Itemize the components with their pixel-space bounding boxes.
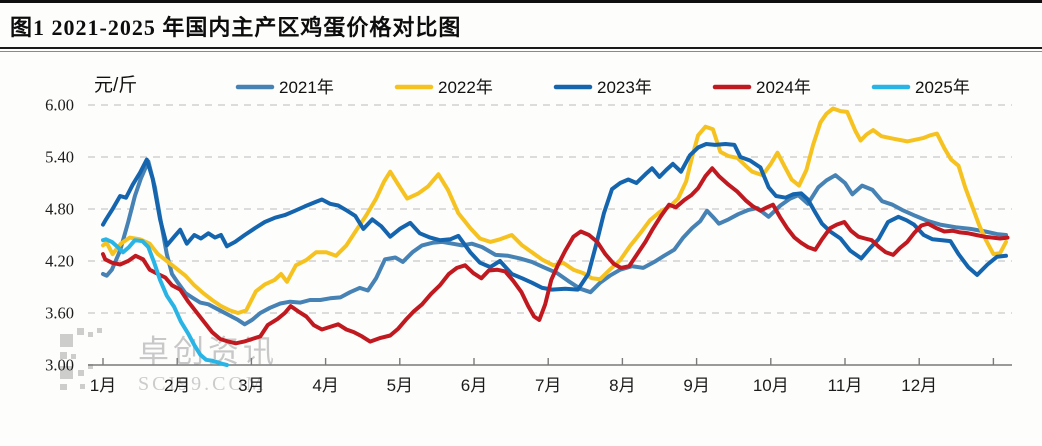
legend-label-2024年: 2024年 <box>756 78 811 97</box>
legend-item-2024年: 2024年 <box>712 78 811 97</box>
y-axis-unit-label: 元/斤 <box>94 75 138 96</box>
x-axis-month-label: 1月 <box>90 376 116 395</box>
x-axis-month-label: 10月 <box>753 376 789 395</box>
x-axis-month-label: 6月 <box>461 376 487 395</box>
x-axis-month-label: 4月 <box>312 376 338 395</box>
legend-label-2022年: 2022年 <box>438 78 493 97</box>
price-line-chart: 6.00 5.40 4.80 4.20 3.60 3.00 1月 2月 3月 4月 5月 6月 7月 8月… <box>45 78 1012 395</box>
legend-label-2023年: 2023年 <box>597 78 652 97</box>
legend-item-2022年: 2022年 <box>394 78 493 97</box>
x-axis-month-label: 3月 <box>238 376 264 395</box>
y-axis-tick-label: 6.00 <box>45 96 74 115</box>
series-line-2022年 <box>101 106 1008 315</box>
legend-item-2023年: 2023年 <box>553 78 652 97</box>
x-axis-month-label: 7月 <box>535 376 561 395</box>
legend-label-2025年: 2025年 <box>915 78 970 97</box>
y-axis-tick-label: 5.40 <box>45 148 74 167</box>
legend-item-2025年: 2025年 <box>871 78 970 97</box>
legend-label-2021年: 2021年 <box>279 78 334 97</box>
series-line-2021年 <box>101 159 1008 327</box>
watermark-domain: SCI99.COM <box>138 373 267 395</box>
x-axis-month-label: 2月 <box>164 376 190 395</box>
y-axis-tick-label: 4.20 <box>45 252 74 271</box>
x-axis-month-label: 8月 <box>609 376 635 395</box>
watermark-qr-icon <box>60 328 102 390</box>
series-line-2023年 <box>101 142 1008 292</box>
x-axis-month-label: 12月 <box>901 376 937 395</box>
y-axis-tick-label: 3.60 <box>45 304 74 323</box>
title-underline-thick <box>0 47 1042 49</box>
page-title: 图1 2021-2025 年国内主产区鸡蛋价格对比图 <box>10 15 462 40</box>
x-axis-month-label: 5月 <box>387 376 413 395</box>
title-bar: 图1 2021-2025 年国内主产区鸡蛋价格对比图 <box>0 3 1042 52</box>
title-underline-thin <box>0 51 1042 52</box>
series-line-2025年 <box>101 237 229 367</box>
y-axis-tick-label: 3.00 <box>45 356 74 375</box>
legend-item-2021年: 2021年 <box>235 78 334 97</box>
series-line-2024年 <box>101 166 1010 346</box>
x-axis-month-label: 9月 <box>683 376 709 395</box>
y-axis-tick-label: 4.80 <box>45 200 74 219</box>
x-axis-month-label: 11月 <box>828 376 863 395</box>
top-border-rule <box>0 0 1042 3</box>
